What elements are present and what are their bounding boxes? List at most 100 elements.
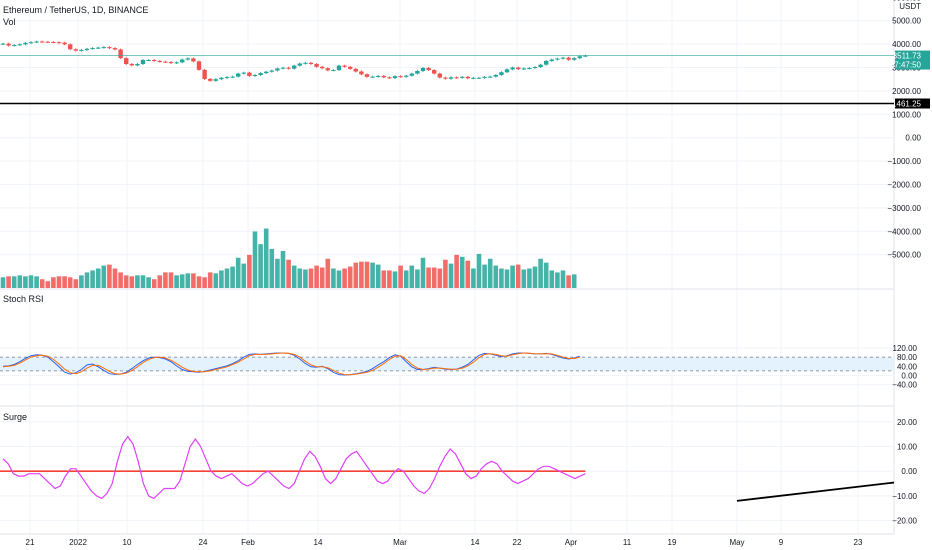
time-tick-label: Mar — [393, 538, 407, 547]
candle-body — [196, 61, 202, 70]
volume-bar — [123, 275, 129, 288]
candle-body — [353, 68, 358, 72]
volume-bar — [95, 268, 101, 288]
candle-body — [34, 41, 39, 43]
volume-bar — [398, 265, 403, 288]
candle-body — [404, 75, 409, 77]
volume-bar — [168, 272, 174, 288]
candle-body — [0, 43, 6, 45]
candle-body — [476, 77, 482, 79]
volume-bar — [224, 268, 230, 288]
candle-body — [364, 74, 370, 77]
volume-bar — [202, 277, 207, 288]
candle-body — [336, 65, 342, 71]
candle-body — [185, 58, 190, 60]
volume-bar — [521, 269, 527, 288]
volume-bar — [437, 268, 443, 288]
volume-label: Vol — [3, 17, 16, 27]
volume-bar — [207, 272, 213, 288]
candle-body — [348, 66, 353, 69]
volume-bar — [275, 258, 280, 288]
volume-bar — [465, 260, 471, 288]
volume-bar — [45, 281, 51, 288]
volume-bar — [56, 276, 62, 288]
stoch-tick-label: 120.00 — [893, 344, 918, 353]
time-tick-label: 23 — [854, 538, 863, 547]
time-tick-label: 10 — [123, 538, 132, 547]
volume-bar — [538, 258, 543, 288]
candle-body — [342, 65, 347, 67]
volume-bar — [347, 266, 353, 288]
candle-body — [527, 67, 532, 69]
volume-bar — [163, 272, 168, 288]
price-tick-label: 1000.00 — [892, 110, 921, 119]
candle-body — [392, 76, 398, 79]
current-price-tag — [895, 50, 930, 70]
volume-bar — [185, 273, 191, 288]
candle-body — [448, 77, 454, 79]
volume-bar — [23, 276, 28, 288]
stoch-rsi-title: Stoch RSI — [3, 294, 44, 304]
volume-bar — [387, 270, 392, 288]
volume-bar — [566, 275, 571, 288]
candle-body — [6, 43, 11, 46]
time-tick-label: Feb — [241, 538, 255, 547]
candle-body — [566, 57, 571, 60]
candle-body — [381, 75, 386, 78]
volume-bar — [454, 254, 459, 288]
candle-body — [555, 58, 560, 60]
volume-bar — [510, 265, 515, 288]
candle-body — [124, 58, 129, 64]
volume-bar — [409, 265, 415, 288]
volume-bar — [532, 266, 538, 288]
time-axis[interactable]: 21 2022 10 24 Feb 14 Mar 14 22 Apr 11 19 May 9 23 — [26, 538, 863, 547]
volume-bar — [342, 268, 347, 288]
surge-title: Surge — [3, 412, 27, 422]
candle-body — [12, 45, 17, 47]
hline-tag-value: 1461.25 — [892, 100, 921, 109]
candle-body — [79, 49, 84, 51]
candle-body — [56, 42, 62, 44]
price-tick-label: −4000.00 — [887, 227, 921, 236]
volume-bar — [303, 269, 308, 288]
candle-body — [23, 42, 28, 45]
candle-body — [471, 77, 476, 79]
candle-body — [320, 66, 325, 69]
volume-bar — [34, 276, 39, 288]
stoch-d-line — [2, 352, 580, 376]
candle-body — [303, 62, 308, 64]
candle-body — [129, 63, 134, 66]
volume-bar — [499, 268, 504, 288]
stoch-tick-label: 80.00 — [897, 353, 918, 362]
volume-bar — [157, 275, 163, 288]
volume-bar — [28, 275, 34, 288]
stoch-k-line — [2, 352, 580, 376]
candle-body — [460, 76, 465, 78]
time-tick-label: 19 — [668, 538, 677, 547]
candle-body — [140, 60, 146, 64]
volume-bars — [0, 228, 577, 288]
candle-body — [224, 77, 230, 79]
candle-body — [135, 63, 140, 66]
candle-body — [409, 73, 414, 76]
volume-bar — [543, 262, 549, 288]
volume-bar — [370, 262, 375, 288]
candle-body — [331, 70, 336, 72]
candle-body — [572, 58, 577, 60]
candle-body — [73, 49, 78, 51]
candle-body — [68, 44, 73, 50]
volume-bar — [17, 275, 23, 288]
volume-bar — [135, 275, 140, 288]
candle-body — [415, 71, 420, 74]
candle-body — [387, 77, 392, 79]
volume-bar — [392, 271, 398, 288]
volume-bar — [174, 275, 179, 288]
current-price-value: 3511.73 — [893, 52, 922, 61]
volume-bar — [118, 272, 123, 288]
volume-bar — [6, 276, 11, 288]
volume-bar — [403, 270, 409, 288]
volume-bar — [247, 254, 252, 288]
volume-bar — [459, 256, 465, 288]
price-tick-label: 5000.00 — [892, 17, 921, 26]
